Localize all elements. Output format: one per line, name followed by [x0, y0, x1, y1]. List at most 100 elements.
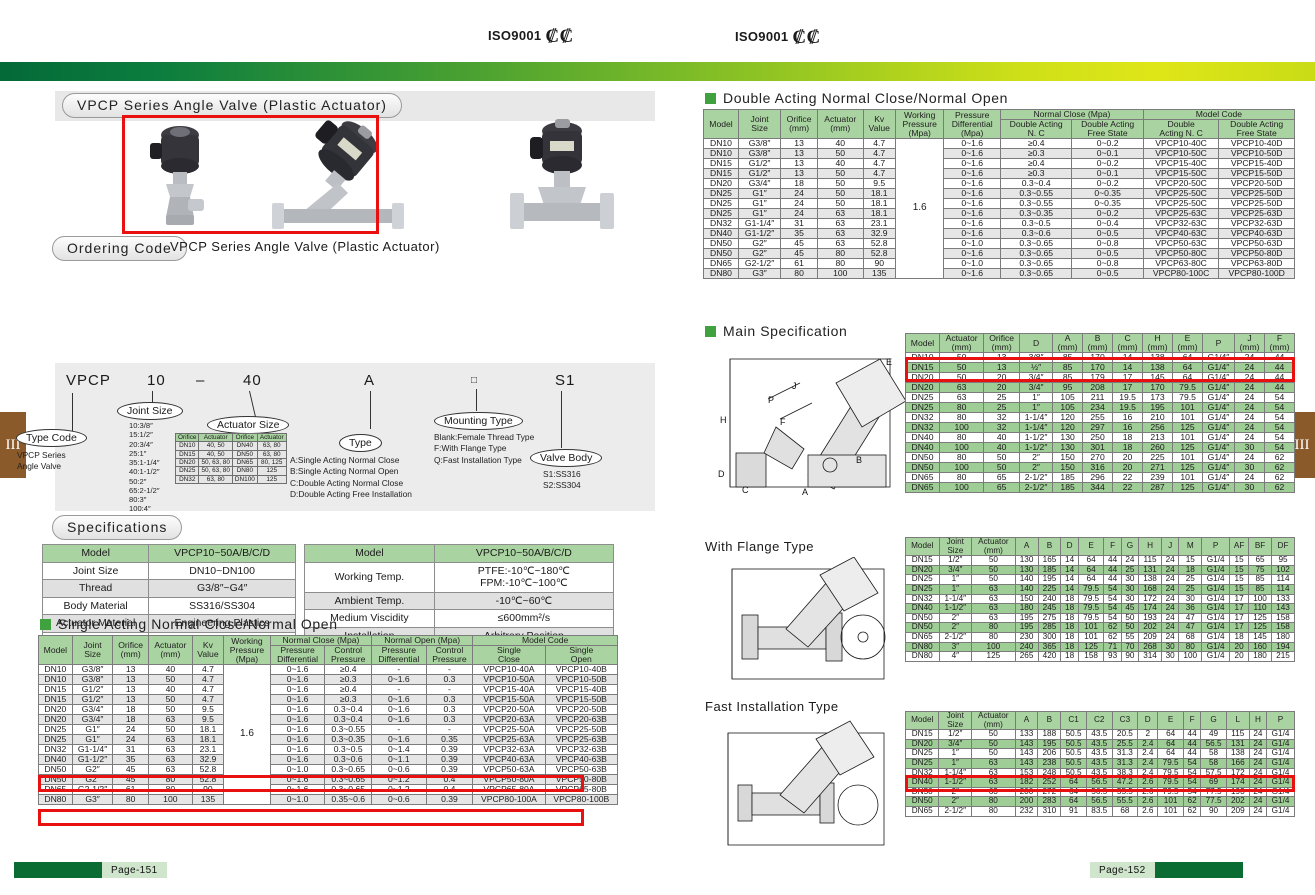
sa-nc-pressure-diff: 0~1.6 — [269, 744, 326, 756]
da-nc-double-acting: 0.3~0.6 — [999, 228, 1073, 240]
actuator-size-table: Orifice Actuator Orifice Actuator DN10 40, 5… — [174, 432, 287, 485]
da-model: DN15 — [703, 158, 739, 170]
sa-actuator: 63 — [147, 744, 193, 756]
page-tag-right-bar — [1154, 862, 1243, 878]
main-spec-cell-10: 24 — [1233, 362, 1265, 374]
flange-cell-11: 15 — [1178, 555, 1203, 566]
main-spec-cell-3: 2″ — [1019, 452, 1054, 464]
page-tag-right-label: Page-152 — [1090, 862, 1155, 878]
valve-drawing-threaded: H E P F J D C A B — [718, 357, 907, 497]
valve-photos-svg — [150, 119, 614, 229]
green-square-icon — [705, 325, 716, 337]
table-row: DN80 G3″ 80 100 135 0~1.6 0.3~0.65 0~0.5 VPCP80-… — [703, 268, 1295, 280]
table-row: DN32 1-1/4″ 63 153 248 50.5 43.5 38.3 2.4 79.5 54 5… — [904, 767, 1295, 779]
da-joint-size: G1″ — [737, 198, 782, 210]
flange-cell-12: G1/4 — [1201, 603, 1231, 614]
sa-nc-pressure-diff: 0~1.0 — [269, 764, 326, 776]
table-row: DN15 G1/2″ 13 50 4.7 0~1.6 ≥0.3 0~1.6 0.3 VPCP15-… — [38, 694, 619, 706]
actuator-size-row: DN10 40, 50 DN40 63, 80 — [174, 441, 287, 451]
da-nc-double-acting: 0.3~0.55 — [999, 198, 1073, 210]
flange-col-0: Model — [905, 536, 940, 557]
fast-install-cell-0: DN65 — [904, 806, 940, 817]
fast-install-col-5: C1 — [1060, 710, 1087, 731]
main-spec-cell-4: 105 — [1052, 392, 1084, 404]
main-spec-cell-9: G1/4″ — [1202, 422, 1235, 434]
main-spec-cell-6: 19.5 — [1112, 392, 1144, 404]
flange-cell-11: 36 — [1178, 603, 1203, 614]
spec-header-cell: Model — [41, 544, 150, 563]
leader-line-type — [370, 391, 371, 429]
da-free-state: 0~0.5 — [1071, 228, 1144, 240]
double-acting-header-row-1: Model Joint Size Orifice (mm) Actuator (mm) Kv V… — [703, 108, 1296, 140]
fast-install-col-3: A — [1014, 710, 1039, 731]
fast-install-col-10: F — [1182, 710, 1202, 731]
fast-install-cell-3: 143 — [1014, 758, 1039, 769]
main-spec-cell-5: 170 — [1082, 362, 1114, 374]
da-model: DN15 — [703, 168, 739, 180]
da-joint-size: G1″ — [737, 208, 782, 220]
table-row: DN65 G2-1/2″ 61 80 90 0~1.6 0.3~0.65 0~1.2 0.4 VP… — [38, 784, 619, 796]
main-spec-cell-7: 213 — [1142, 432, 1174, 444]
flange-cell-14: 145 — [1248, 632, 1272, 643]
fast-install-cell-14: G1/4 — [1266, 806, 1295, 817]
da-nc-double-acting: 0.3~0.5 — [999, 218, 1073, 230]
fast-install-cell-0: DN40 — [904, 777, 940, 788]
main-spec-cell-2: 13 — [983, 352, 1021, 364]
spec-row: Actuator Material Engineering Plastics — [41, 614, 296, 633]
leader-line-type-code — [72, 393, 73, 431]
header-gradient-bar — [0, 62, 1315, 81]
leader-line-body — [561, 391, 562, 448]
table-row: DN15 G1/2″ 13 40 4.7 0~1.6 ≥0.4- - VPCP15-40A VPC… — [38, 684, 619, 696]
fast-install-cell-7: 20.5 — [1111, 729, 1139, 740]
main-spec-cell-9: G1/4″ — [1202, 472, 1235, 484]
main-spec-cell-8: 101 — [1172, 402, 1204, 414]
sa-code-single-open: VPCP32-63B — [544, 744, 619, 756]
da-model: DN65 — [703, 258, 739, 270]
sa-actuator: 50 — [147, 724, 193, 736]
table-row: DN25 G1″ 24 63 18.1 0~1.6 0.3~0.35 0~1.6 0.35 VPC… — [38, 734, 619, 746]
spec-row: Body Material SS316/SS304 — [41, 596, 296, 616]
sa-no-control-pressure: - — [425, 664, 474, 676]
flange-cell-5: 14 — [1060, 584, 1079, 595]
da-kv: 52.8 — [862, 248, 896, 260]
main-spec-cell-4: 95 — [1052, 382, 1084, 394]
sa-joint-size: G2-1/2″ — [71, 784, 114, 796]
sa-orifice: 13 — [112, 684, 149, 696]
sa-actuator: 80 — [147, 784, 193, 796]
fast-install-cell-11: 90 — [1200, 806, 1227, 817]
actuator-size-cell: DN40 — [231, 441, 258, 451]
sa-joint-size: G3/4″ — [71, 714, 114, 726]
actuator-size-cell: DN50 — [231, 449, 258, 460]
da-orifice: 80 — [780, 268, 818, 280]
page-tag-left: Page-151 — [14, 862, 167, 878]
sa-no-control-pressure: 0.39 — [425, 764, 474, 776]
main-spec-cell-10: 24 — [1233, 402, 1265, 414]
fast-install-cell-10: 62 — [1182, 806, 1202, 817]
main-spec-cell-6: 18 — [1112, 432, 1144, 444]
fast-install-cell-4: 238 — [1037, 758, 1062, 769]
actuator-size-cell: 50, 63, 80 — [198, 466, 233, 476]
flange-cell-4: 300 — [1037, 632, 1062, 643]
da-model: DN25 — [703, 198, 739, 210]
double-acting-table: Model Joint Size Orifice (mm) Actuator (mm) Kv V… — [703, 108, 1296, 280]
da-orifice: 13 — [780, 138, 818, 150]
da-pressure-diff: 0~1.6 — [943, 178, 1001, 190]
main-spec-cell-0: DN50 — [905, 452, 940, 464]
table-row: DN50 2″ 80 200 283 64 56.5 55.5 2.6 101 62 77.5 202 2… — [904, 796, 1295, 808]
leader-line-joint — [152, 391, 153, 405]
da-kv: 18.1 — [862, 208, 896, 220]
main-spec-cell-10: 24 — [1233, 412, 1265, 424]
sa-no-control-pressure: 0.35 — [425, 734, 474, 746]
main-spec-cell-1: 80 — [938, 412, 985, 424]
table-row: DN65 2-1/2″ 80 230 300 18 101 62 55 209 24 68 G1/4 18… — [905, 632, 1295, 643]
table-row: DN40 G1-1/2″ 35 63 32.9 0~1.6 0.3~0.6 0~1.1 0.39… — [38, 754, 619, 766]
flange-cell-11: 68 — [1178, 632, 1203, 643]
table-row: DN25 G1″ 24 63 18.1 0~1.6 0.3~0.35 0~0.2 VPCP25-… — [703, 208, 1295, 220]
table-row: DN15 G1/2″ 13 40 4.7 0~1.6 ≥0.4 0~0.2 VPCP15-40C… — [703, 158, 1295, 170]
spec-row: Ambient Temp. -10℃~60℃ — [304, 591, 615, 611]
table-row: DN40 100 40 1-1/2″ 130 301 18 260 125 G1/4″ 30 54 — [905, 442, 1296, 454]
fast-install-cell-4: 252 — [1037, 777, 1062, 788]
iso-label-right: ISO9001 — [735, 29, 789, 44]
fast-install-cell-11: 58 — [1200, 758, 1227, 769]
fast-install-col-4: B — [1037, 710, 1062, 731]
